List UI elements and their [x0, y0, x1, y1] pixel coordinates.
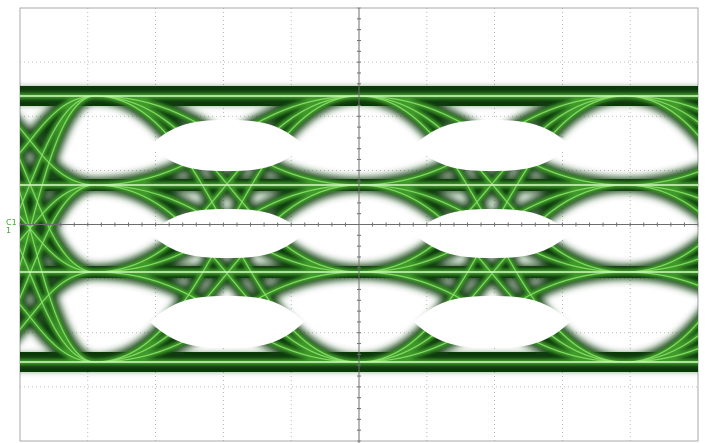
trace-core [624, 95, 698, 110]
trace-core [358, 184, 626, 363]
trace-core [624, 347, 698, 363]
trace-core [624, 245, 698, 273]
channel-marker: C1 1 [6, 219, 17, 235]
trace-core [94, 184, 360, 363]
trace-core [624, 271, 698, 287]
channel-marker-label: C1 [6, 218, 17, 227]
trace-core [624, 258, 698, 273]
eye-opening [414, 209, 570, 258]
eye-opening [414, 296, 570, 348]
eye-openings [150, 120, 570, 348]
trace-core [624, 171, 698, 186]
eye-opening [414, 120, 570, 171]
trace-core [624, 335, 698, 363]
trace-core [624, 321, 698, 363]
eye-opening [150, 120, 304, 171]
trace-core [20, 184, 96, 300]
trace-core [624, 95, 698, 123]
trace-core [20, 271, 96, 331]
trace-core [624, 184, 698, 212]
trace-core [20, 95, 96, 268]
eye-opening [150, 209, 304, 258]
eye-opening [150, 296, 304, 348]
trace-core [624, 95, 698, 137]
center-axes [19, 7, 699, 443]
trace-core [624, 184, 698, 199]
channel-level-indicator: 1 [6, 226, 12, 235]
trace-core [20, 95, 96, 154]
